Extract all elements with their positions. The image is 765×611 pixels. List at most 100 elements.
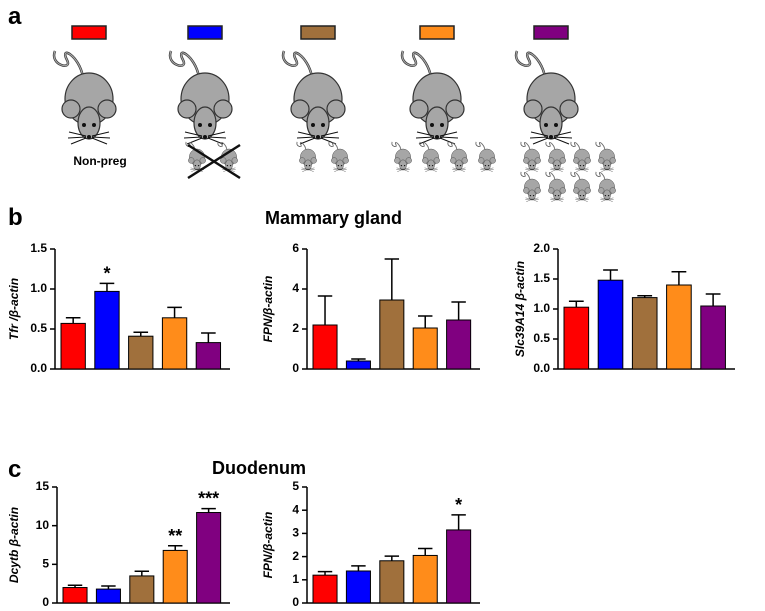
- legend-swatch: [533, 25, 569, 40]
- y-tick-label: 4: [292, 281, 299, 295]
- pup: [545, 171, 567, 202]
- pup: [570, 171, 592, 202]
- bar: [412, 554, 438, 604]
- y-axis-label: FPN/β-actin: [261, 276, 275, 343]
- error-bar: [637, 295, 653, 298]
- error-bar: [451, 301, 466, 320]
- error-bar: [418, 315, 433, 328]
- pup: [595, 141, 617, 172]
- bar: [563, 306, 590, 370]
- bar: [312, 324, 338, 370]
- bar: [446, 529, 472, 604]
- significance: *: [455, 495, 462, 515]
- y-axis-label: Tfr /β-actin: [7, 278, 21, 340]
- bar: [60, 322, 86, 370]
- y-tick-label: 0: [292, 361, 299, 375]
- bar: [666, 284, 692, 370]
- bar: [700, 305, 726, 370]
- pup: [520, 171, 542, 202]
- pup: [328, 141, 350, 172]
- mouse: [400, 49, 466, 145]
- error-bar: [568, 300, 584, 308]
- significance: ***: [198, 489, 219, 509]
- error-bar: [168, 545, 183, 551]
- y-tick-label: 0.5: [30, 321, 47, 335]
- y-tick-label: 0.5: [533, 331, 550, 345]
- error-bar: [167, 306, 182, 318]
- y-tick-label: 5: [42, 557, 49, 571]
- y-tick-label: 0: [292, 595, 299, 609]
- y-axis-label: Slc39A14 β-actin: [513, 261, 527, 357]
- y-tick-label: 3: [292, 526, 299, 540]
- bar: [196, 512, 222, 604]
- mice-illustration: [52, 25, 617, 202]
- bar: [312, 574, 338, 604]
- bar: [161, 317, 188, 370]
- error-bar: [317, 295, 333, 325]
- pup: [475, 141, 497, 172]
- error-bar: [351, 358, 366, 361]
- y-tick-label: 0: [42, 595, 49, 609]
- bar: [128, 335, 154, 370]
- y-tick-label: 1: [292, 572, 299, 586]
- section-title: Duodenum: [212, 458, 306, 478]
- y-tick-label: 0.0: [30, 361, 47, 375]
- error-bar: [451, 514, 466, 530]
- error-bar: [351, 565, 366, 571]
- mouse: [514, 49, 580, 145]
- error-bar: [384, 258, 400, 300]
- error-bar: [705, 293, 721, 306]
- bar: [345, 360, 371, 370]
- significance: **: [168, 526, 182, 546]
- y-tick-label: 1.5: [30, 241, 47, 255]
- bar: [631, 297, 658, 370]
- y-tick-label: 10: [36, 518, 50, 532]
- y-axis-label: FPN/β-actin: [261, 512, 275, 579]
- y-tick-label: 6: [292, 241, 299, 255]
- bar: [412, 327, 438, 370]
- error-bar: [201, 332, 216, 343]
- bar: [379, 299, 405, 370]
- y-tick-label: 2: [292, 321, 299, 335]
- bar: [345, 570, 371, 604]
- error-bar: [317, 570, 333, 576]
- y-tick-label: 0.0: [533, 361, 550, 375]
- bar: [162, 549, 188, 604]
- mouse: [281, 49, 347, 145]
- legend-swatch: [71, 25, 107, 40]
- error-bar: [133, 331, 149, 337]
- significance: *: [103, 263, 110, 283]
- bar: [129, 575, 155, 604]
- group-label: Non-preg: [73, 154, 126, 168]
- y-tick-label: 5: [292, 479, 299, 493]
- panel-label: b: [8, 204, 23, 231]
- y-tick-label: 4: [292, 502, 299, 516]
- error-bar: [65, 317, 81, 324]
- bar: [62, 587, 88, 604]
- pup: [447, 141, 469, 172]
- error-bar: [418, 547, 433, 556]
- bar: [95, 588, 121, 604]
- y-tick-label: 1.0: [533, 301, 550, 315]
- y-tick-label: 2.0: [533, 241, 550, 255]
- panel-label: a: [8, 3, 22, 30]
- error-bar: [603, 269, 618, 281]
- bar: [195, 342, 222, 370]
- legend-swatch: [300, 25, 336, 40]
- error-bar: [384, 555, 400, 561]
- pup: [570, 141, 592, 172]
- legend-swatch: [187, 25, 223, 40]
- legend-swatch: [419, 25, 455, 40]
- pup: [419, 141, 441, 172]
- cross: [187, 143, 241, 180]
- bar: [446, 319, 472, 370]
- y-tick-label: 2: [292, 549, 299, 563]
- bar: [597, 279, 624, 370]
- error-bar: [99, 282, 115, 292]
- bar: [379, 560, 405, 604]
- pup: [520, 141, 542, 172]
- pup: [391, 141, 413, 172]
- y-tick-label: 15: [36, 479, 50, 493]
- y-axis-label: Dcytb β-actin: [7, 507, 21, 583]
